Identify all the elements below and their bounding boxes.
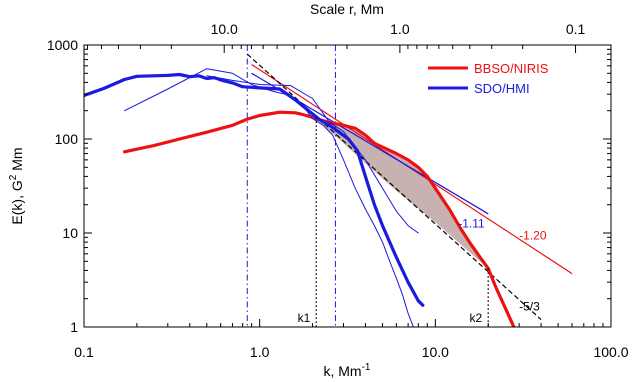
y-tick-label-4: 1000 [47,37,78,53]
series-line-1 [122,110,516,327]
x-tick-label-3: 10.0 [422,344,449,360]
x-axis-label-text: k, Mm [323,363,361,379]
x-axis-label: k, Mm-1 [323,362,370,379]
y-axis-label: E(k), G2 Mm [8,147,25,224]
k-marker-label-2: k2 [470,311,483,325]
top-tick-label-3: 0.1 [566,21,586,37]
legend-label-bbso: BBSO/NIRIS [474,61,549,76]
y-axis-label-units: Mm [9,147,25,174]
y-tick-label-2: 10 [62,225,78,241]
x-tick-label-2: 1.0 [250,344,270,360]
y-tick-label-3: 100 [55,131,79,147]
series-line-3 [124,68,414,327]
fit-slope-label-2: -1.11 [458,216,485,230]
ticks-layer: 10.0 1.0 0.1 0.1 1.0 10.0 100.0 1 10 100 1000 [47,21,629,360]
series-layer [84,68,516,327]
y-axis-label-superscript: 2 [8,174,19,180]
legend-label-hmi: SDO/HMI [474,81,530,96]
x-axis-label-superscript: -1 [362,362,371,373]
plot-frame [83,44,612,328]
x-tick-label-4: 100.0 [593,344,628,360]
top-axis-label: Scale r, Mm [310,1,384,17]
x-tick-label-1: 0.1 [74,344,94,360]
fit-slope-label-3: -5/3 [519,299,540,313]
series-line-4 [206,75,419,234]
y-axis-label-text: E(k), G [9,180,25,224]
y-tick-label-1: 1 [70,319,78,335]
k-marker-label-1: k1 [298,311,311,325]
vertical-lines-layer [246,45,336,327]
top-tick-label-1: 10.0 [211,21,238,37]
fit-slope-label-1: -1.20 [519,229,547,243]
series-line-2 [84,72,425,307]
top-tick-label-2: 1.0 [390,21,410,37]
legend: BBSO/NIRIS SDO/HMI [428,61,549,96]
k-marker-layer: k1 k2 [298,117,489,327]
